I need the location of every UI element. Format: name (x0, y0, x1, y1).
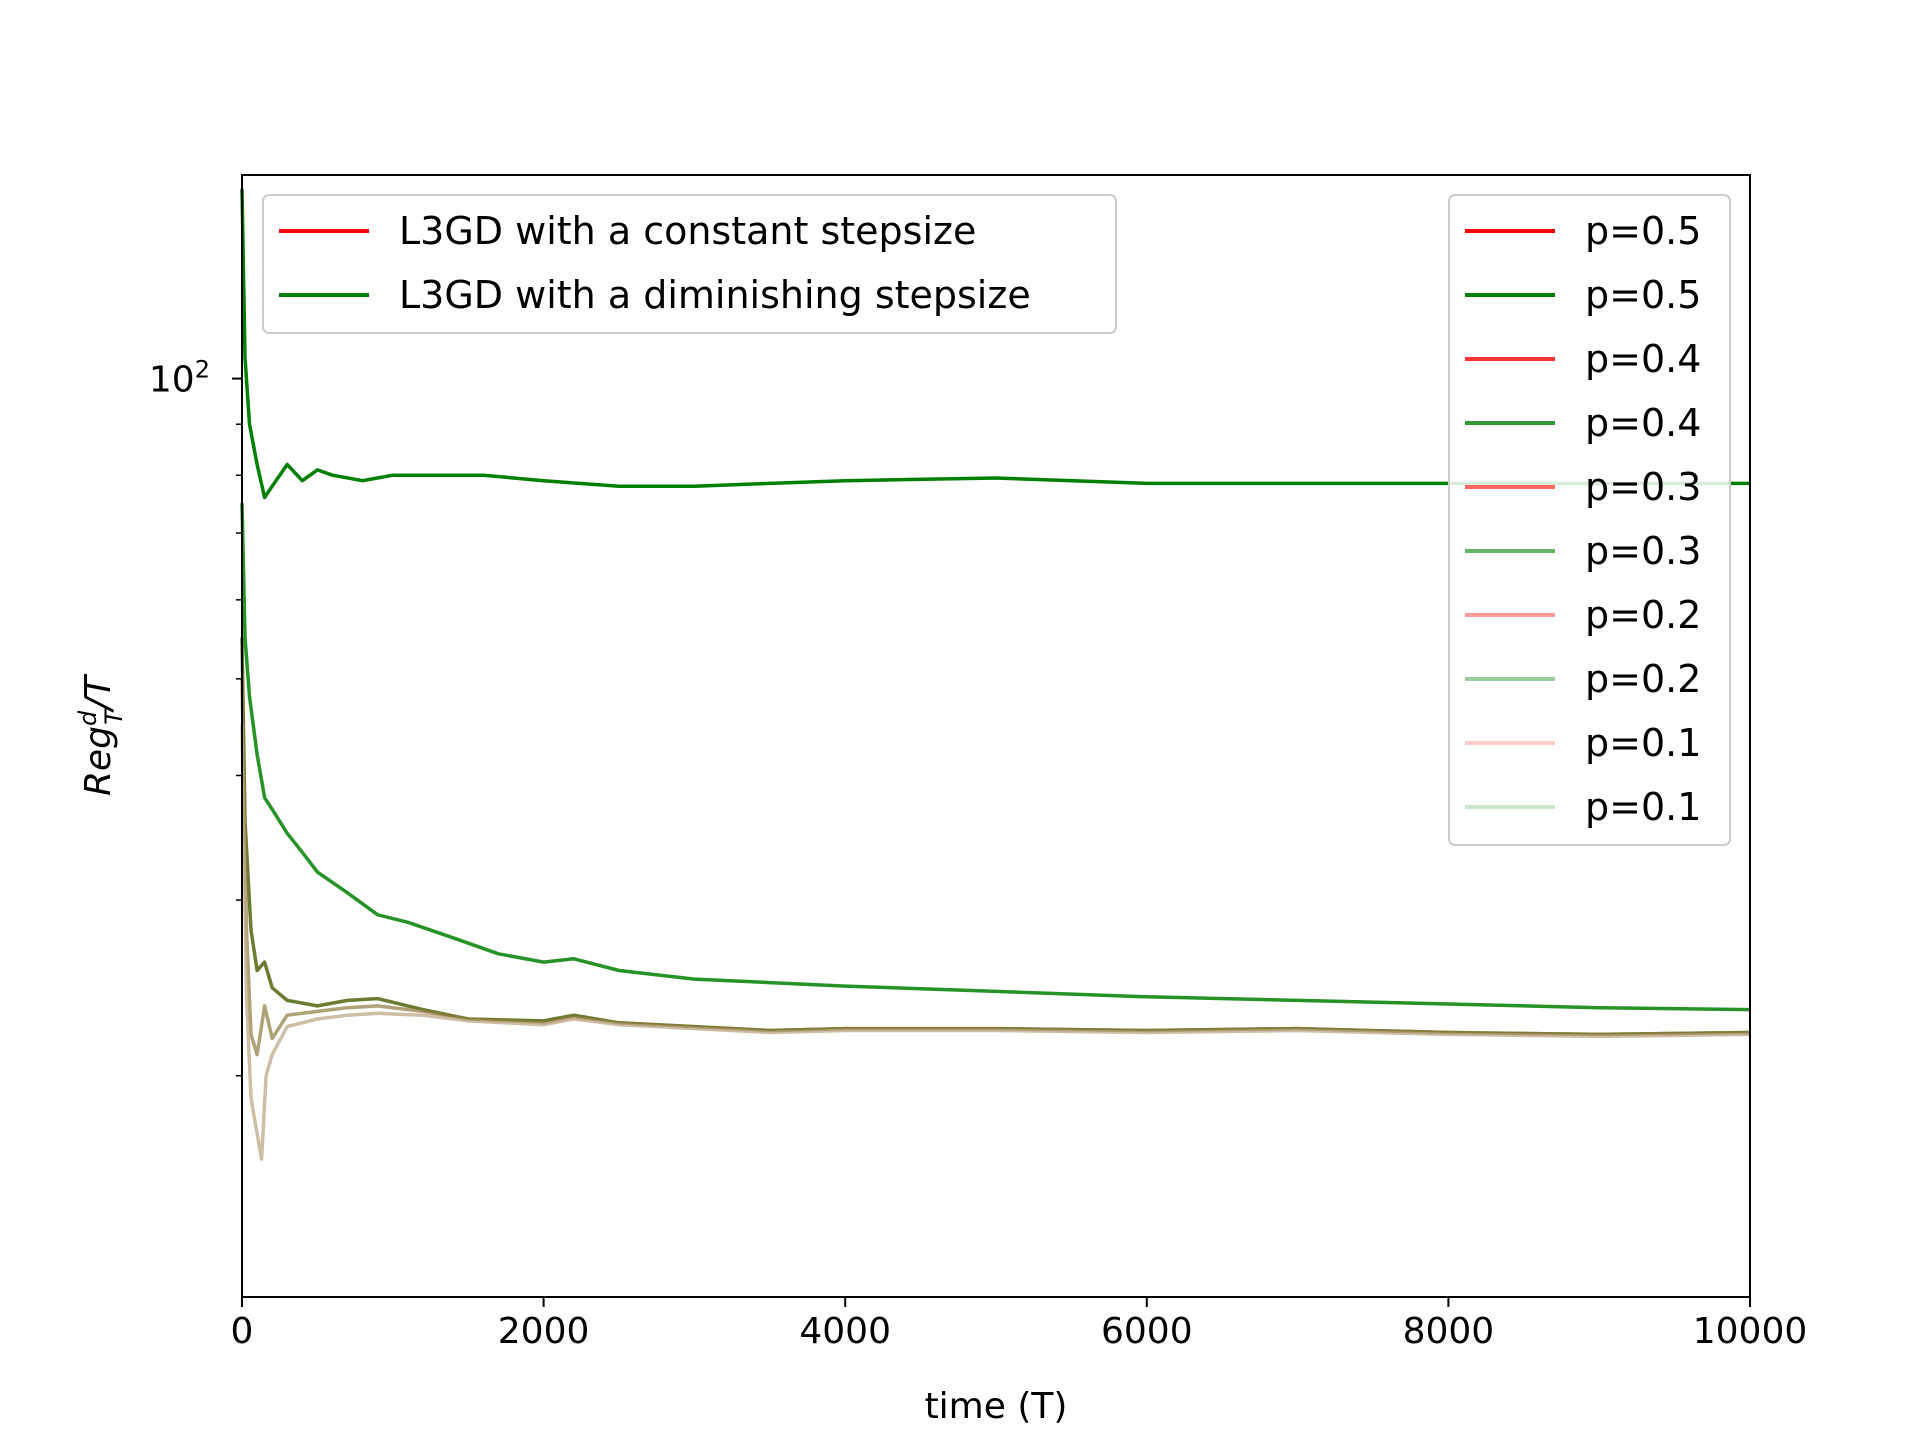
series-line-5 (240, 724, 1751, 1161)
legend-label: p=0.3 (1585, 465, 1701, 509)
legend-label: p=0.3 (1585, 529, 1701, 573)
x-axis-ticks: 0 2000 4000 6000 8000 10000 (231, 1297, 1808, 1352)
legend-right: p=0.5 p=0.5 p=0.4 p=0.4 p=0.3 p=0.3 p=0.2 p=0.2… (1448, 194, 1731, 846)
series-line-4 (240, 678, 1751, 1057)
series-line-2 (240, 503, 1751, 1012)
y-axis-label-sub: T (100, 708, 128, 725)
legend-left: L3GD with a constant stepsize L3GD with a… (262, 194, 1117, 334)
y-axis-label-suffix: /T (78, 673, 119, 713)
legend-label: p=0.4 (1585, 401, 1701, 445)
y-tick-label: 102 (149, 356, 210, 401)
legend-label: p=0.2 (1585, 657, 1701, 701)
legend-label: p=0.1 (1585, 721, 1701, 765)
series-line-1 (240, 188, 1750, 500)
x-tick-label: 8000 (1403, 1311, 1495, 1352)
plot-frame (241, 174, 1751, 1298)
legend-label: p=0.5 (1585, 273, 1701, 317)
legend-label: L3GD with a diminishing stepsize (399, 273, 1031, 317)
legend-label: L3GD with a constant stepsize (399, 209, 976, 253)
y-axis-label: RegdT/T (74, 673, 128, 796)
y-axis-label-sup: d (74, 710, 102, 726)
y-axis-ticks: 102 (149, 356, 242, 1077)
legend-label: p=0.2 (1585, 593, 1701, 637)
legend-label: p=0.5 (1585, 209, 1701, 253)
legend-label: p=0.4 (1585, 337, 1701, 381)
x-tick-label: 0 (231, 1311, 254, 1352)
x-tick-label: 10000 (1693, 1311, 1808, 1352)
series-layer (240, 188, 1751, 1161)
y-axis-label-base: Reg (78, 726, 119, 796)
legend-label: p=0.1 (1585, 785, 1701, 829)
x-tick-label: 6000 (1101, 1311, 1193, 1352)
x-axis-label: time (T) (925, 1386, 1068, 1427)
legend-box (262, 194, 1117, 334)
x-tick-label: 2000 (498, 1311, 590, 1352)
x-tick-label: 4000 (799, 1311, 891, 1352)
